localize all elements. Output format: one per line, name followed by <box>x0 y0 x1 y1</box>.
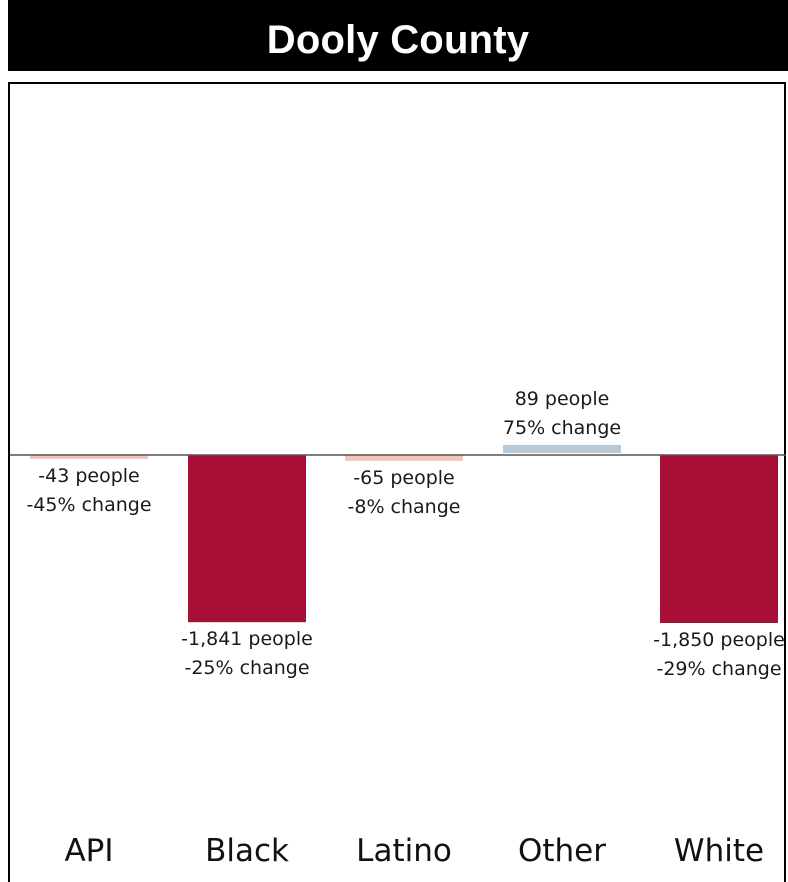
data-label-black-people: -1,841 people <box>181 628 313 650</box>
chart-frame <box>8 82 786 882</box>
data-label-latino-change: -8% change <box>348 496 461 518</box>
title-bar: Dooly County <box>8 0 788 71</box>
data-label-other-change: 75% change <box>503 417 621 439</box>
data-label-white-people: -1,850 people <box>653 629 785 651</box>
category-label-other: Other <box>518 833 606 868</box>
category-label-white: White <box>674 833 764 868</box>
chart-title: Dooly County <box>266 18 530 62</box>
bar-white <box>660 455 778 623</box>
data-label-white-change: -29% change <box>656 658 781 680</box>
data-label-other-people: 89 people <box>515 388 610 410</box>
category-labels-group: API Black Latino Other White <box>64 833 764 868</box>
category-label-black: Black <box>205 833 289 868</box>
data-label-api-change: -45% change <box>26 494 151 516</box>
bars-group <box>30 444 778 623</box>
data-label-api-people: -43 people <box>38 465 139 487</box>
labels-group: -43 people -45% change -1,841 people -25% c… <box>26 388 784 680</box>
bar-other <box>503 444 621 453</box>
data-label-latino-people: -65 people <box>353 467 454 489</box>
category-label-latino: Latino <box>356 833 452 868</box>
bar-latino <box>345 455 463 461</box>
bar-api <box>30 455 148 459</box>
data-label-black-change: -25% change <box>184 657 309 679</box>
category-label-api: API <box>64 833 113 868</box>
bar-black <box>188 455 306 623</box>
